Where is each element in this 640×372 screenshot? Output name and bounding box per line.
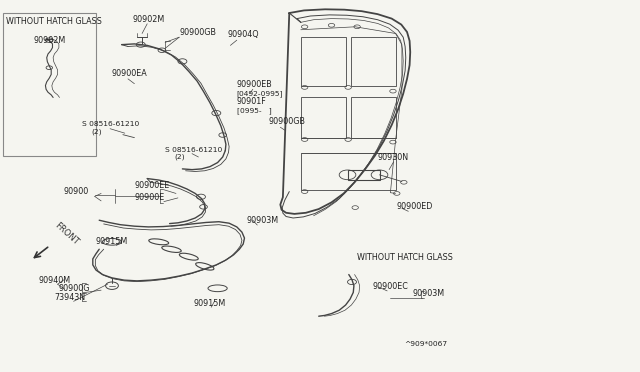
Text: ^909*0067: ^909*0067 [404, 341, 447, 347]
Text: S 08516-61210: S 08516-61210 [82, 121, 139, 127]
Bar [351, 37, 396, 86]
Text: (2): (2) [91, 128, 102, 135]
Text: 90915M: 90915M [193, 299, 225, 308]
Bar [301, 153, 396, 190]
Bar [351, 97, 396, 138]
Text: 90900ED: 90900ED [397, 202, 433, 211]
Text: 90902M: 90902M [33, 36, 65, 45]
Bar [301, 37, 346, 86]
Text: (2): (2) [174, 154, 185, 160]
Text: 73943N: 73943N [54, 293, 86, 302]
Text: 90904Q: 90904Q [227, 30, 259, 39]
Text: FRONT: FRONT [52, 221, 80, 247]
Text: 90900G: 90900G [59, 284, 90, 293]
Text: 90940M: 90940M [38, 276, 70, 285]
Text: 90901F: 90901F [237, 97, 266, 106]
Text: 90900: 90900 [64, 187, 89, 196]
Text: 90915M: 90915M [96, 237, 128, 246]
Text: 90900GB: 90900GB [179, 28, 216, 37]
Text: 90900EE: 90900EE [134, 181, 170, 190]
Text: S 08516-61210: S 08516-61210 [165, 147, 222, 153]
Bar [301, 97, 346, 138]
Text: 90903M: 90903M [246, 216, 278, 225]
Text: WITHOUT HATCH GLASS: WITHOUT HATCH GLASS [357, 253, 453, 262]
Text: [0995-   ]: [0995- ] [237, 107, 271, 114]
Text: 90930N: 90930N [378, 153, 409, 162]
Bar [348, 170, 380, 180]
Text: 90900EA: 90900EA [112, 69, 148, 78]
Text: 90900EC: 90900EC [372, 282, 408, 291]
Text: 90902M: 90902M [132, 15, 164, 24]
Text: 90900EB: 90900EB [237, 80, 273, 89]
Text: [0492-0995]: [0492-0995] [237, 91, 284, 97]
Text: 90900E: 90900E [134, 193, 164, 202]
Bar [3, 13, 96, 156]
Text: 90900GB: 90900GB [269, 118, 306, 126]
Text: WITHOUT HATCH GLASS: WITHOUT HATCH GLASS [6, 17, 102, 26]
Text: 90903M: 90903M [413, 289, 445, 298]
